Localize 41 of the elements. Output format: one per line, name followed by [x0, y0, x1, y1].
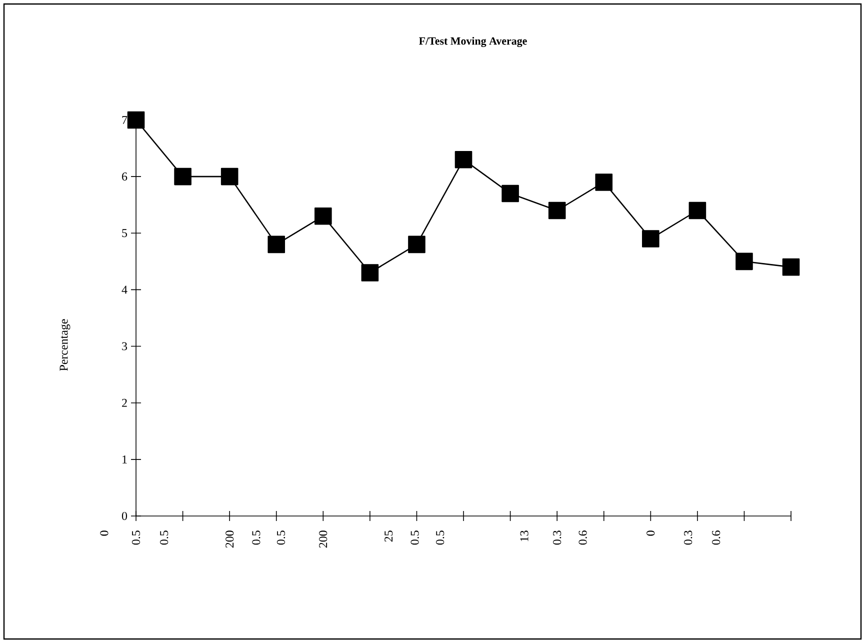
y-tick-label: 1	[122, 455, 127, 464]
point	[408, 236, 426, 254]
y-tick-label: 3	[122, 342, 128, 350]
text: 25	[384, 530, 393, 542]
text: 0.6	[578, 530, 587, 545]
point	[314, 208, 332, 225]
point	[502, 184, 519, 202]
point	[174, 168, 192, 186]
text: 0.5	[160, 530, 168, 545]
point	[548, 202, 566, 220]
text: 0.5	[410, 530, 419, 545]
text: 0.6	[712, 530, 720, 545]
text: 0	[646, 530, 655, 536]
point	[736, 252, 753, 270]
y-tick-label: 4	[122, 286, 128, 294]
point	[642, 230, 660, 248]
text: 0.5	[276, 530, 286, 545]
text: 0.5	[436, 530, 444, 545]
y-tick-label: 0	[122, 512, 128, 520]
point	[220, 168, 238, 186]
point	[127, 111, 145, 129]
text: 0.5	[132, 530, 140, 545]
point	[268, 236, 286, 254]
y-tick-label: 7	[122, 116, 128, 124]
text: 200	[226, 530, 234, 548]
text: 0.5	[252, 530, 260, 545]
text: 0	[100, 530, 108, 536]
point	[688, 202, 706, 220]
point	[782, 258, 800, 276]
y-tick-label: 6	[122, 172, 128, 181]
point	[595, 174, 613, 191]
text: 0.3	[684, 530, 692, 545]
text: 13	[520, 530, 528, 542]
point	[454, 150, 472, 168]
point	[361, 264, 379, 282]
y-axis-title: Percentage	[60, 319, 70, 371]
y-tick-label: 5	[122, 229, 128, 238]
chart-title: F/Test Moving Average	[419, 36, 527, 48]
text: 0.3	[553, 530, 562, 545]
text: 200	[319, 530, 328, 548]
y-tick-label: 2	[122, 398, 127, 407]
